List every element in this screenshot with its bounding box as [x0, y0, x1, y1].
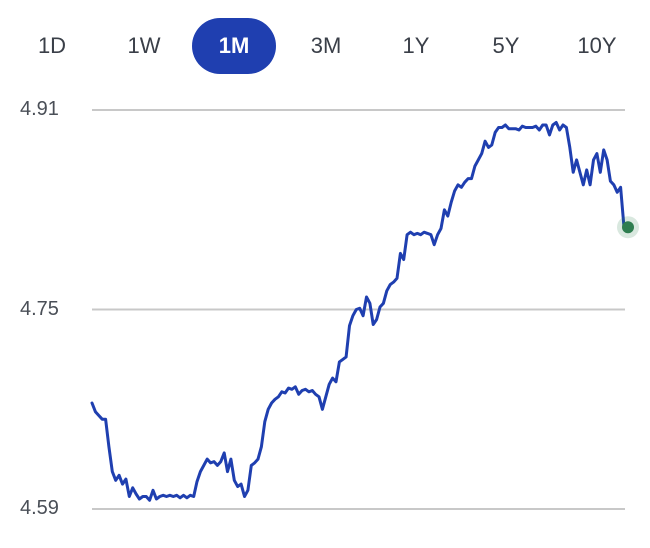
tab-5y[interactable]: 5Y	[492, 33, 520, 58]
tab-1m[interactable]: 1M	[192, 18, 276, 74]
tab-10y[interactable]: 10Y	[577, 33, 617, 58]
endpoint-marker[interactable]	[622, 221, 634, 234]
series-line	[90, 121, 626, 502]
y-tick-label-top: 4.91	[20, 98, 59, 120]
tab-1w[interactable]: 1W	[127, 33, 161, 58]
y-tick-label-middle: 4.75	[20, 297, 59, 320]
tab-1d[interactable]: 1D	[37, 33, 67, 58]
range-tabs: 1D 1W 1M 3M 1Y 5Y 10Y	[0, 18, 650, 74]
y-tick-label-bottom: 4.59	[20, 497, 59, 519]
tab-1y[interactable]: 1Y	[402, 33, 430, 58]
tab-3m[interactable]: 3M	[310, 33, 342, 58]
